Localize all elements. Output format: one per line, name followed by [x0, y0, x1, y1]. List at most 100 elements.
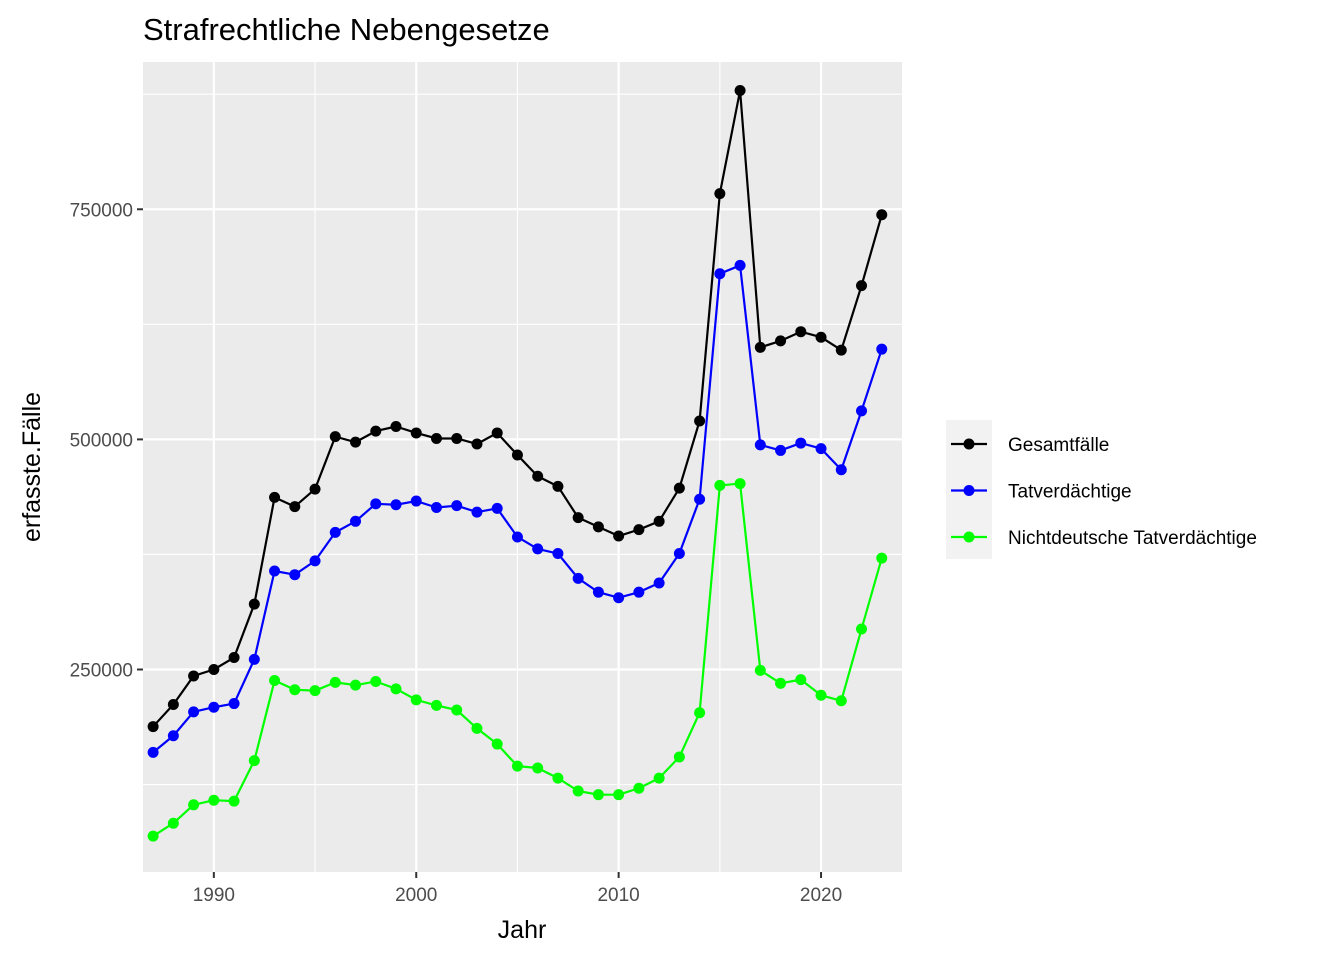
- series-layer: [147, 85, 888, 842]
- data-point: [694, 493, 706, 505]
- x-tick-label: 1990: [193, 885, 235, 906]
- data-point: [410, 694, 422, 706]
- data-point: [471, 506, 483, 518]
- data-point: [856, 405, 868, 417]
- data-point: [248, 755, 260, 767]
- axis-ticks: 1990 2000 2010 2020 250000 500000 750000: [70, 200, 843, 906]
- data-point: [633, 586, 645, 598]
- data-point: [633, 524, 645, 536]
- data-point: [390, 499, 402, 511]
- data-point: [309, 555, 321, 567]
- legend-label: Tatverdächtige: [1008, 482, 1132, 503]
- legend-key-point: [963, 531, 975, 543]
- data-point: [572, 572, 584, 584]
- data-point: [350, 679, 362, 691]
- x-tick-label: 2010: [597, 885, 639, 906]
- data-point: [167, 817, 179, 829]
- data-point: [572, 785, 584, 797]
- data-point: [471, 438, 483, 450]
- data-point: [754, 664, 766, 676]
- data-point: [430, 502, 442, 513]
- data-point: [734, 85, 746, 97]
- data-point: [188, 670, 200, 682]
- data-point: [694, 415, 706, 427]
- data-point: [269, 491, 281, 503]
- data-point: [208, 664, 220, 675]
- legend-label: Gesamtfälle: [1008, 435, 1109, 456]
- data-point: [592, 521, 604, 533]
- data-point: [653, 772, 665, 784]
- legend-label: Nichtdeutsche Tatverdächtige: [1008, 528, 1257, 549]
- data-point: [228, 795, 240, 807]
- data-point: [815, 331, 827, 343]
- data-point: [734, 478, 746, 490]
- data-point: [167, 730, 179, 742]
- legend-key-point: [963, 485, 975, 496]
- data-point: [734, 259, 746, 271]
- data-point: [613, 592, 625, 604]
- data-point: [532, 762, 544, 774]
- series-1: [147, 85, 888, 733]
- y-tick-label: 250000: [70, 661, 133, 682]
- data-point: [188, 799, 200, 811]
- series-3: [147, 478, 888, 842]
- data-point: [289, 501, 301, 513]
- data-point: [592, 789, 604, 801]
- data-point: [613, 530, 625, 542]
- data-point: [228, 652, 240, 664]
- data-point: [167, 698, 179, 710]
- legend-item: Tatverdächtige: [951, 482, 1132, 503]
- data-point: [876, 209, 888, 221]
- data-point: [370, 498, 382, 510]
- data-point: [673, 548, 685, 560]
- data-point: [289, 684, 301, 696]
- data-point: [511, 449, 523, 461]
- data-point: [491, 427, 503, 439]
- legend-item: Gesamtfälle: [951, 435, 1109, 456]
- data-point: [552, 772, 564, 784]
- data-point: [653, 515, 665, 527]
- data-point: [147, 746, 159, 758]
- data-point: [775, 335, 787, 347]
- data-point: [876, 552, 888, 564]
- data-point: [673, 751, 685, 763]
- legend-item: Nichtdeutsche Tatverdächtige: [951, 528, 1257, 549]
- data-point: [228, 698, 240, 710]
- data-point: [795, 674, 807, 686]
- y-tick-label: 750000: [70, 200, 133, 221]
- data-point: [876, 343, 888, 355]
- data-point: [350, 436, 362, 448]
- data-point: [754, 439, 766, 451]
- data-point: [269, 675, 281, 687]
- data-point: [248, 653, 260, 665]
- data-point: [309, 685, 321, 697]
- data-point: [370, 425, 382, 437]
- data-point: [835, 695, 847, 707]
- data-point: [370, 675, 382, 687]
- data-point: [795, 326, 807, 338]
- data-point: [329, 431, 341, 443]
- data-point: [491, 502, 503, 514]
- data-point: [815, 689, 827, 701]
- data-point: [673, 482, 685, 494]
- data-point: [552, 548, 564, 560]
- x-tick-label: 2020: [800, 885, 842, 906]
- data-point: [269, 565, 281, 577]
- y-tick-label: 500000: [70, 430, 133, 451]
- data-point: [856, 280, 868, 292]
- data-point: [430, 699, 442, 711]
- data-point: [147, 721, 159, 733]
- y-axis-title: erfasste.Fälle: [18, 392, 46, 542]
- data-point: [613, 789, 625, 801]
- data-point: [471, 722, 483, 734]
- data-point: [835, 464, 847, 476]
- legend: Gesamtfälle Tatverdächtige Nichtdeutsche T…: [946, 420, 1257, 559]
- data-point: [795, 437, 807, 449]
- data-point: [329, 676, 341, 688]
- plot-panel: [143, 62, 902, 872]
- x-tick-label: 2000: [395, 885, 437, 906]
- data-point: [451, 500, 463, 512]
- data-point: [491, 738, 503, 750]
- data-point: [775, 677, 787, 689]
